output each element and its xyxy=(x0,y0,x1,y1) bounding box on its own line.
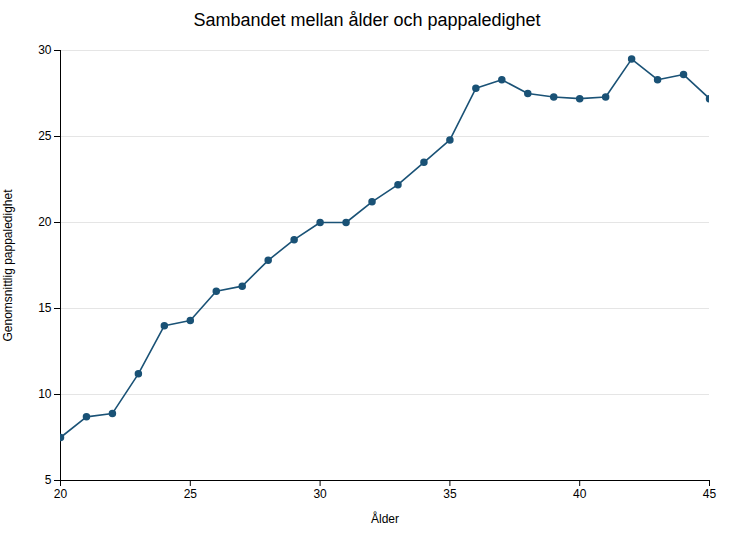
svg-text:30: 30 xyxy=(313,487,327,501)
svg-text:40: 40 xyxy=(573,487,587,501)
svg-text:Genomsnittlig pappaledighet: Genomsnittlig pappaledighet xyxy=(1,189,15,342)
svg-text:20: 20 xyxy=(38,215,52,229)
svg-text:45: 45 xyxy=(703,487,717,501)
html-text:Sambandet mellan ålder och pap: Sambandet mellan ålder och pappaledighet xyxy=(193,10,541,30)
svg-text:25: 25 xyxy=(38,129,52,143)
svg-text:Ålder: Ålder xyxy=(371,511,399,526)
svg-text:10: 10 xyxy=(38,387,52,401)
svg-text:35: 35 xyxy=(443,487,457,501)
svg-text:5: 5 xyxy=(45,473,52,487)
svg-text:15: 15 xyxy=(38,301,52,315)
svg-text:25: 25 xyxy=(184,487,198,501)
svg-text:30: 30 xyxy=(38,43,52,57)
svg-text:20: 20 xyxy=(54,487,68,501)
